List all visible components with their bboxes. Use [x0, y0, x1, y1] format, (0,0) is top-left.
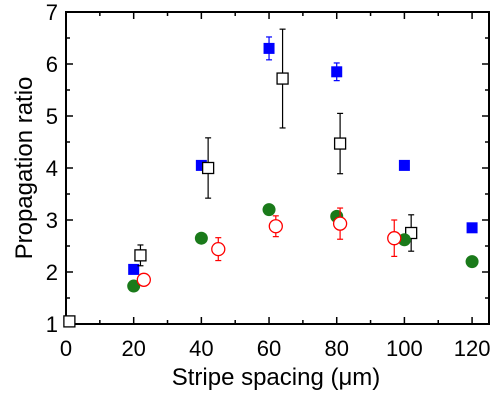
axis-ticks: [65, 11, 489, 325]
data-point: [276, 72, 289, 85]
axis-tick-labels: 0 20 40 60 80 100 120 1 2 3 4 5 6 7: [46, 0, 491, 361]
x-tick-label: 60: [257, 336, 281, 361]
y-tick-label: 6: [46, 52, 58, 77]
x-tick-label: 80: [324, 336, 348, 361]
data-marks: [63, 28, 479, 328]
series-open-square: [63, 28, 418, 328]
y-tick-label: 5: [46, 104, 58, 129]
plot-frame: [65, 11, 490, 325]
data-point: [128, 263, 140, 275]
data-point: [398, 159, 410, 171]
y-tick-label: 3: [46, 208, 58, 233]
x-tick-label: 100: [386, 336, 423, 361]
data-point: [211, 241, 226, 257]
y-tick-label: 4: [46, 156, 58, 181]
data-point: [63, 315, 76, 328]
data-point: [195, 159, 207, 171]
x-tick-label: 40: [189, 336, 213, 361]
x-tick-label: 120: [454, 336, 491, 361]
data-point: [466, 222, 478, 234]
data-point: [201, 161, 215, 175]
data-point: [465, 255, 479, 269]
x-tick-label: 20: [121, 336, 145, 361]
data-point: [332, 216, 348, 231]
series-filled-square: [128, 36, 478, 275]
data-point: [268, 219, 283, 234]
data-point: [194, 231, 208, 245]
y-tick-label: 1: [46, 312, 58, 337]
x-tick-label: 0: [60, 336, 72, 361]
data-point: [387, 231, 402, 246]
data-point: [136, 272, 151, 287]
series-filled-circle: [127, 203, 479, 293]
data-point: [333, 137, 347, 150]
data-point: [127, 279, 141, 293]
data-point: [263, 42, 275, 54]
series-open-circle: [136, 207, 402, 287]
data-point: [134, 249, 147, 262]
data-point: [405, 226, 418, 240]
data-point: [262, 203, 276, 217]
y-tick-label: 2: [46, 260, 58, 285]
y-tick-label: 7: [46, 0, 58, 25]
x-axis-title: Stripe spacing (μm): [172, 364, 381, 391]
data-point: [331, 66, 343, 78]
y-axis-title: Propagation ratio: [11, 77, 38, 260]
